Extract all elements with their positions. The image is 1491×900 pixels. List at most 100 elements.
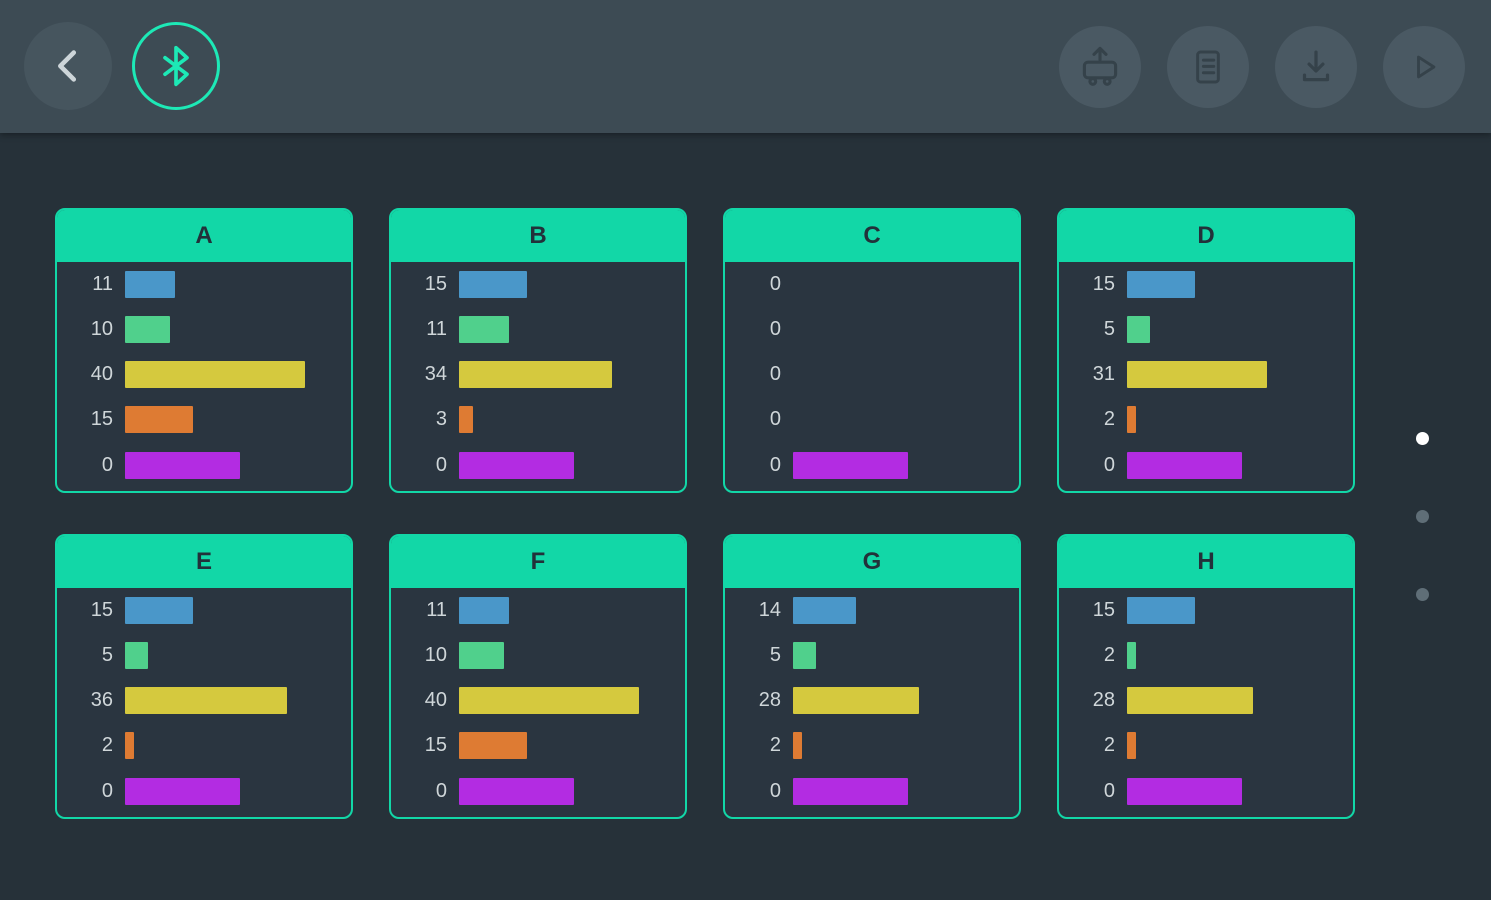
bar — [459, 406, 473, 434]
card-title: B — [391, 210, 685, 262]
bar — [459, 451, 574, 479]
card-body: 15 11 34 3 0 — [391, 262, 685, 489]
bar — [125, 777, 240, 805]
bar-value: 0 — [769, 453, 781, 476]
bar-row: 10 — [67, 315, 339, 343]
bar-row: 0 — [67, 451, 339, 479]
play-button[interactable] — [1383, 26, 1465, 108]
card-body: 0 0 0 0 0 — [725, 262, 1019, 489]
cards-grid: A 11 10 40 15 0 B 15 11 34 3 0 C 0 0 0 0 0 D 15 5 31 2 0 E 15 5 36 2… — [55, 208, 1355, 819]
back-chevron-icon — [45, 43, 91, 89]
bar-row: 28 — [1069, 687, 1341, 715]
bar — [1127, 270, 1195, 298]
bar-value: 0 — [435, 779, 447, 802]
bar-value: 15 — [90, 598, 113, 621]
bar-row: 15 — [1069, 270, 1341, 298]
bar — [459, 732, 527, 760]
download-button[interactable] — [1275, 26, 1357, 108]
bar-value: 2 — [769, 734, 781, 757]
bar-row: 15 — [67, 406, 339, 434]
bar-row: 0 — [735, 451, 1007, 479]
bar-value: 34 — [424, 363, 447, 385]
bar — [1127, 596, 1195, 624]
device-upload-button[interactable] — [1059, 26, 1141, 108]
chart-card-f: F 11 10 40 15 0 — [389, 534, 687, 819]
back-button[interactable] — [24, 22, 112, 110]
clipboard-icon — [1185, 44, 1231, 90]
bar — [125, 687, 287, 714]
bar-row: 28 — [735, 687, 1007, 715]
bar-value: 15 — [1092, 598, 1115, 621]
chart-card-b: B 15 11 34 3 0 — [389, 208, 687, 493]
bar — [459, 777, 574, 805]
bar — [1127, 777, 1242, 805]
bar-row: 34 — [401, 361, 673, 389]
card-title: C — [725, 210, 1019, 262]
card-body: 15 5 36 2 0 — [57, 588, 351, 815]
bar-value: 0 — [1103, 779, 1115, 802]
bar-row: 15 — [1069, 596, 1341, 624]
bar-row: 0 — [735, 406, 1007, 434]
bar-row: 0 — [735, 315, 1007, 343]
bar-value: 40 — [424, 689, 447, 711]
bar-value: 2 — [101, 734, 113, 757]
bar-value: 2 — [1103, 643, 1115, 666]
bar-row: 5 — [1069, 315, 1341, 343]
bar — [793, 596, 856, 624]
bar-value: 2 — [1103, 734, 1115, 757]
bar-row: 2 — [735, 732, 1007, 760]
bar-value: 2 — [1103, 408, 1115, 431]
card-title: E — [57, 536, 351, 588]
bar — [459, 270, 527, 298]
bar-value: 15 — [90, 408, 113, 431]
bar-row: 0 — [735, 361, 1007, 389]
bar-row: 36 — [67, 687, 339, 715]
bar — [459, 361, 612, 388]
bar — [1127, 641, 1136, 669]
bar-row: 40 — [67, 361, 339, 389]
bar-row: 15 — [401, 270, 673, 298]
bar-row: 0 — [1069, 777, 1341, 805]
card-title: D — [1059, 210, 1353, 262]
bar-row: 0 — [401, 777, 673, 805]
bar-row: 0 — [67, 777, 339, 805]
bar — [125, 732, 134, 760]
bar-row: 11 — [67, 270, 339, 298]
bar-row: 5 — [735, 641, 1007, 669]
card-body: 11 10 40 15 0 — [391, 588, 685, 815]
bar-value: 11 — [92, 272, 113, 295]
bar-row: 3 — [401, 406, 673, 434]
chart-card-e: E 15 5 36 2 0 — [55, 534, 353, 819]
bar-value: 0 — [769, 363, 781, 385]
bar-row: 31 — [1069, 361, 1341, 389]
chart-card-a: A 11 10 40 15 0 — [55, 208, 353, 493]
bar-row: 0 — [735, 270, 1007, 298]
bar-value: 0 — [769, 317, 781, 340]
bar-value: 11 — [426, 598, 447, 621]
bar — [125, 361, 305, 388]
bar — [793, 641, 816, 669]
bar-value: 0 — [769, 408, 781, 431]
chart-card-c: C 0 0 0 0 0 — [723, 208, 1021, 493]
bar-value: 28 — [758, 689, 781, 711]
bar-row: 2 — [1069, 641, 1341, 669]
bar-row: 0 — [1069, 451, 1341, 479]
bar — [1127, 406, 1136, 434]
bar-row: 2 — [1069, 732, 1341, 760]
chart-card-d: D 15 5 31 2 0 — [1057, 208, 1355, 493]
bar-value: 14 — [758, 598, 781, 621]
bar — [1127, 361, 1267, 388]
bar-value: 15 — [1092, 272, 1115, 295]
bluetooth-button[interactable] — [132, 22, 220, 110]
card-title: A — [57, 210, 351, 262]
pager-dot-3 — [1416, 588, 1429, 601]
report-button[interactable] — [1167, 26, 1249, 108]
bar-value: 5 — [1103, 317, 1115, 340]
bar — [125, 270, 175, 298]
bar-value: 31 — [1092, 363, 1115, 385]
bar — [125, 451, 240, 479]
bar — [459, 687, 639, 714]
card-body: 15 5 31 2 0 — [1059, 262, 1353, 489]
bar — [793, 732, 802, 760]
bar-row: 10 — [401, 641, 673, 669]
